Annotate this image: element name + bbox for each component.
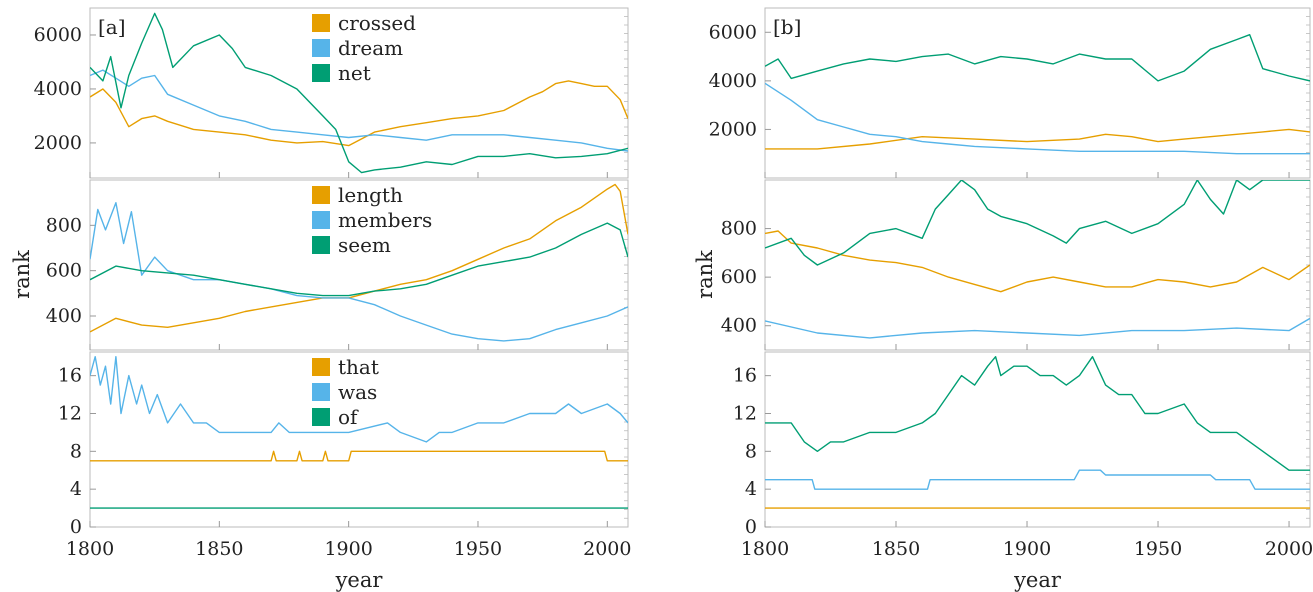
y-tick-label: 4 — [70, 478, 82, 500]
y-tick-label: 16 — [58, 365, 82, 387]
legend-label: dream — [338, 36, 403, 60]
subplot-0: 2000 4000 6000 [b] — [709, 7, 1311, 179]
y-tick-label: 0 — [70, 516, 82, 538]
y-tick-label: 4000 — [34, 78, 82, 100]
y-tick-label: 800 — [721, 218, 757, 240]
series-line-crossed — [90, 80, 628, 147]
series-line-2 — [765, 356, 1310, 471]
legend-swatch — [312, 236, 330, 254]
legend-swatch — [312, 358, 330, 376]
y-tick-label: 8 — [745, 440, 757, 462]
legend-swatch — [312, 211, 330, 229]
series-line-length — [90, 183, 628, 333]
x-tick-label: 2000 — [583, 538, 631, 560]
series-line-1 — [765, 317, 1310, 339]
legend-label: that — [338, 355, 379, 379]
x-axis-label: year — [1013, 568, 1062, 592]
series-line-net — [90, 12, 628, 174]
series-line-2 — [765, 180, 1310, 266]
y-tick-label: 2000 — [34, 132, 82, 154]
axes-frame — [764, 7, 1311, 179]
y-tick-label: 6000 — [709, 21, 757, 43]
legend-label: was — [338, 380, 377, 404]
series-line-dream — [90, 69, 628, 152]
x-tick-label: 1800 — [66, 538, 114, 560]
x-tick-label: 1900 — [1003, 538, 1051, 560]
series-line-members — [90, 201, 628, 342]
legend-label: net — [338, 61, 371, 85]
panel-label: [a] — [98, 15, 126, 39]
y-tick-label: 800 — [46, 214, 82, 236]
panel-1: 2000 4000 6000 [b] 400 600 800 0 4 8 12 16 1800 1850 1… — [693, 7, 1313, 592]
y-tick-label: 8 — [70, 440, 82, 462]
axes-frame — [764, 179, 1311, 351]
y-tick-label: 400 — [721, 315, 757, 337]
legend-swatch — [312, 383, 330, 401]
legend-swatch — [312, 64, 330, 82]
x-tick-label: 1850 — [195, 538, 243, 560]
legend-label: seem — [338, 233, 391, 257]
subplot-2: 0 4 8 12 16 — [733, 351, 1311, 538]
y-tick-label: 16 — [733, 365, 757, 387]
subplot-1: 400 600 800 — [721, 179, 1311, 351]
x-tick-label: 1950 — [454, 538, 502, 560]
x-tick-label: 2000 — [1265, 538, 1313, 560]
y-tick-label: 12 — [733, 402, 757, 424]
legend-label: length — [338, 183, 403, 207]
legend-label: of — [338, 405, 359, 429]
legend-swatch — [312, 408, 330, 426]
axes-frame — [764, 351, 1311, 528]
series-line-1 — [765, 469, 1310, 490]
y-tick-label: 4 — [745, 478, 757, 500]
y-tick-label: 2000 — [709, 118, 757, 140]
y-axis-label: rank — [693, 250, 717, 299]
legend-swatch — [312, 14, 330, 32]
legend-swatch — [312, 186, 330, 204]
series-line-was — [90, 356, 628, 443]
y-axis-label: rank — [10, 250, 34, 299]
y-tick-label: 600 — [46, 260, 82, 282]
y-tick-label: 12 — [58, 402, 82, 424]
y-tick-label: 6000 — [34, 24, 82, 46]
x-tick-label: 1950 — [1134, 538, 1182, 560]
series-line-2 — [765, 34, 1310, 82]
series-line-1 — [765, 82, 1310, 155]
series-line-0 — [765, 230, 1310, 293]
y-tick-label: 0 — [745, 516, 757, 538]
y-tick-label: 4000 — [709, 70, 757, 92]
legend-label: members — [338, 208, 432, 232]
series-line-seem — [90, 222, 628, 297]
x-tick-label: 1850 — [872, 538, 920, 560]
x-tick-label: 1900 — [324, 538, 372, 560]
y-tick-label: 400 — [46, 305, 82, 327]
x-axis-label: year — [335, 568, 384, 592]
series-line-that — [90, 450, 628, 462]
x-tick-label: 1800 — [741, 538, 789, 560]
panel-label: [b] — [773, 15, 801, 39]
series-line-0 — [765, 128, 1310, 150]
legend-swatch — [312, 39, 330, 57]
y-tick-label: 600 — [721, 266, 757, 288]
legend-label: crossed — [338, 11, 416, 35]
